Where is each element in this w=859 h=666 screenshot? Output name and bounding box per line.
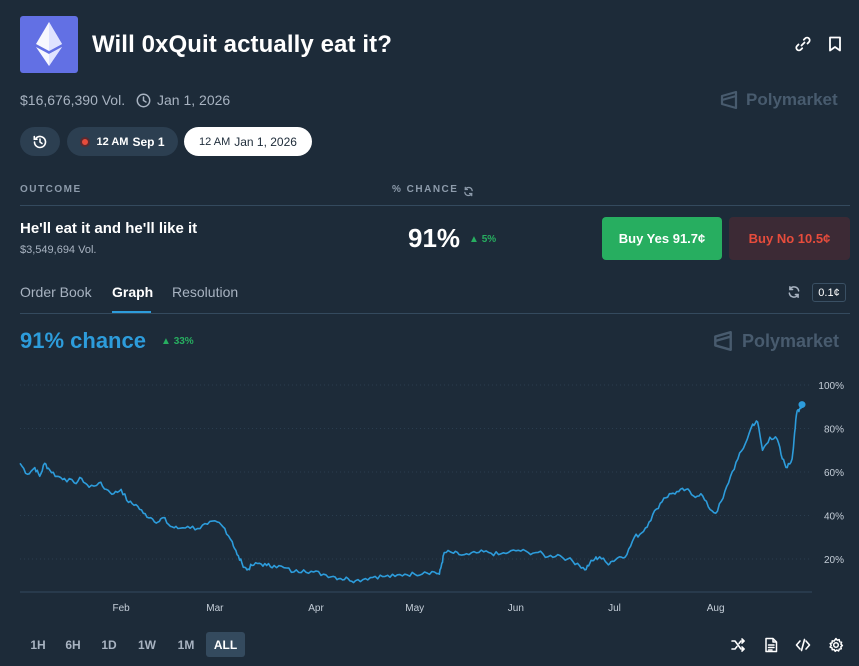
chart-axes: 100% 80% 60% 40% 20% Feb Mar Apr May Jun Jul Aug [20,381,844,614]
polymarket-logo-icon [720,90,738,110]
x-tick-label: Jun [508,603,524,614]
refresh-small-icon[interactable] [463,184,474,197]
range-6h-button[interactable]: 6H [65,637,81,652]
graph-chance-label: 91% chance [20,328,146,353]
graph-delta-value: 33% [173,336,194,347]
bookmark-icon[interactable] [826,35,844,53]
x-tick-label: Feb [113,603,131,614]
date-chip-start[interactable]: 12 AM Sep 1 [67,127,178,156]
ethereum-icon [36,22,62,66]
range-1w-button[interactable]: 1W [138,637,156,652]
outcome-chance: 91% [408,223,461,253]
chance-column-header: % CHANCE [392,184,459,195]
y-tick-label: 20% [824,555,844,566]
date-chip-end-date: Jan 1, 2026 [234,134,297,149]
outcome-delta-value: 5% [481,234,497,245]
date-chip-end-time: 12 AM [199,135,231,148]
outcome-volume: $3,549,694 Vol. [20,244,97,256]
range-1m-button[interactable]: 1M [177,637,195,652]
outcome-column-header: OUTCOME [20,184,82,195]
date-chip-start-time: 12 AM [96,135,129,148]
refresh-icon[interactable] [787,285,801,299]
date-chip-end[interactable]: 12 AM Jan 1, 2026 [184,127,312,156]
graph-polymarket-brand: Polymarket [712,330,839,352]
buy-yes-button[interactable]: Buy Yes 91.7¢ [602,217,722,260]
range-1h-button[interactable]: 1H [30,637,46,652]
active-tab-indicator [112,311,151,313]
price-chart[interactable]: 100% 80% 60% 40% 20% Feb Mar Apr May Jun Jul Aug [0,370,859,620]
y-tick-label: 80% [824,425,844,436]
up-triangle-icon: ▲ [161,336,174,347]
date-chip-start-date: Sep 1 [132,134,165,149]
page-title: Will 0xQuit actually eat it? [92,31,392,58]
y-tick-label: 100% [818,381,844,392]
buy-no-button[interactable]: Buy No 10.5¢ [729,217,850,260]
x-tick-label: Apr [308,603,324,614]
end-date: Jan 1, 2026 [157,92,231,108]
graph-brand-label: Polymarket [742,330,840,351]
shuffle-icon[interactable] [729,636,747,654]
x-tick-label: Mar [206,603,224,614]
link-icon[interactable] [794,35,812,53]
settings-gear-icon[interactable] [827,636,845,654]
polymarket-brand-label: Polymarket [746,90,838,109]
tabs-divider [20,313,850,314]
outcome-name: He'll eat it and he'll like it [20,220,198,237]
y-tick-label: 60% [824,468,844,479]
series-line [19,404,803,584]
tab-graph[interactable]: Graph [112,284,154,300]
outcome-delta: ▲ 5% [469,234,496,245]
chart-grid [20,384,812,560]
series-end-point [798,401,806,409]
up-triangle-icon: ▲ [469,234,482,245]
x-tick-label: Aug [707,603,725,614]
market-volume: $16,676,390 Vol. [20,92,126,108]
polymarket-logo-icon [714,330,732,352]
tick-size-badge[interactable]: 0.1¢ [812,283,846,302]
x-tick-label: May [405,603,424,614]
range-1d-button[interactable]: 1D [101,637,117,652]
range-all-button[interactable]: ALL [206,632,245,657]
document-icon[interactable] [762,636,780,654]
tab-order-book[interactable]: Order Book [20,284,92,300]
history-icon [33,135,47,148]
clock-icon [136,93,151,108]
graph-delta: ▲ 33% [161,336,194,347]
polymarket-brand: Polymarket [719,90,838,110]
embed-code-icon[interactable] [794,636,812,654]
live-dot-icon [80,136,91,147]
table-divider [20,205,850,206]
x-tick-label: Jul [608,603,621,614]
market-logo [20,16,78,73]
history-button[interactable] [20,127,60,156]
y-tick-label: 40% [824,512,844,523]
tab-resolution[interactable]: Resolution [172,284,239,300]
